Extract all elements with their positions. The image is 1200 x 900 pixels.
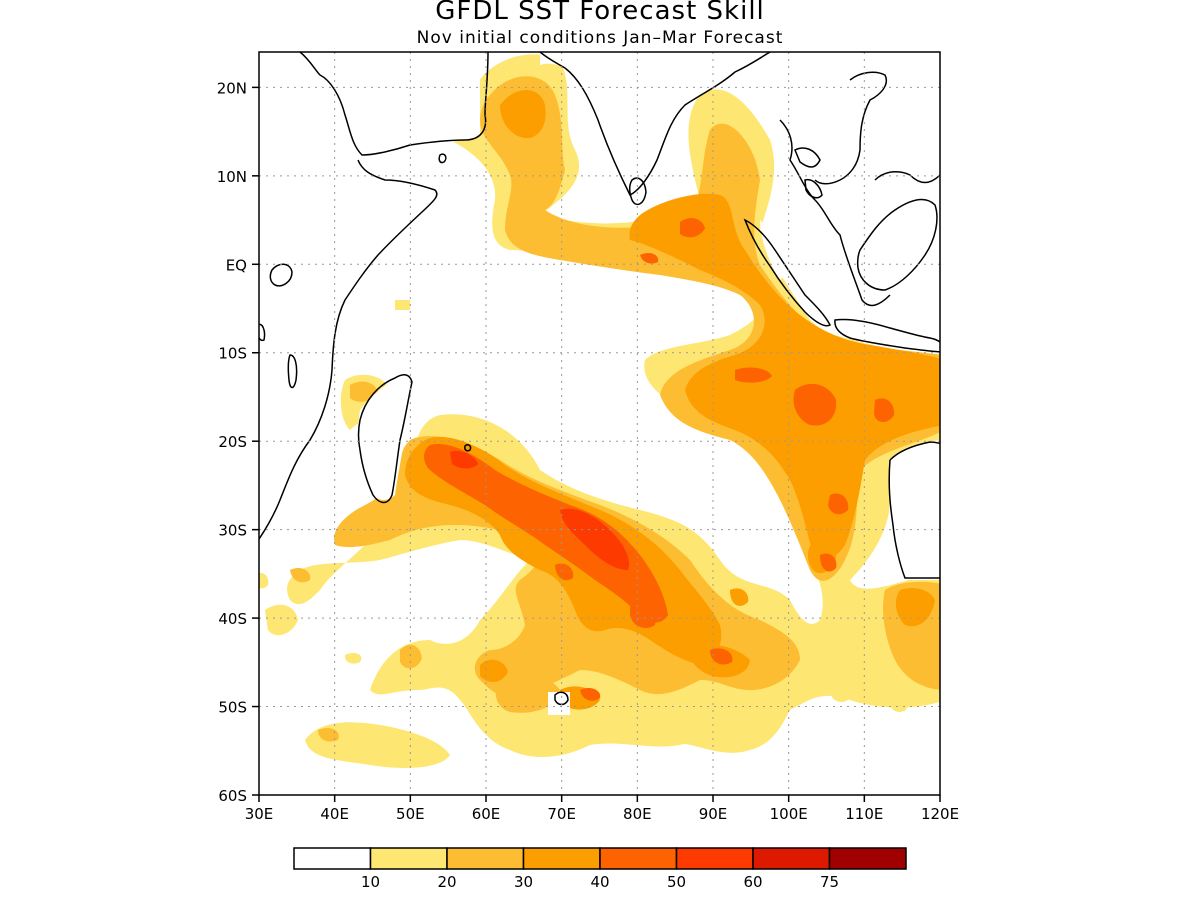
lat-tick-label: 60S [218,787,247,805]
lon-tick-label: 90E [699,805,728,823]
colorbar-swatch [675,847,754,870]
grid-lines [259,52,940,795]
axis-ticks [252,86,941,802]
coastlines [259,52,940,706]
lat-axis-labels: 20N 10N EQ 10S 20S 30S 40S 50S 60S [217,79,247,805]
map-subtitle: Nov initial conditions Jan–Mar Forecast [416,28,784,48]
colorbar-label: 60 [743,873,762,891]
colorbar-swatch [522,847,601,870]
skill-level-40 [424,218,895,701]
lat-tick-label: 50S [218,699,247,717]
lat-tick-label: 20N [217,79,247,97]
lon-tick-label: 120E [921,805,959,823]
skill-level-50 [450,450,630,570]
lon-tick-label: 50E [396,805,425,823]
colorbar-label: 40 [590,873,609,891]
lon-tick-label: 80E [623,805,652,823]
plot-frame [258,51,941,796]
lat-tick-label: 10N [217,168,247,186]
colorbar-label: 10 [361,873,380,891]
colorbar-swatch [828,847,907,870]
land-mask [259,52,940,715]
map-title: GFDL SST Forecast Skill [435,0,765,26]
lon-tick-label: 70E [547,805,576,823]
colorbar-swatch [599,847,678,870]
colorbar-swatch [752,847,831,870]
colorbar [293,847,907,870]
colorbar-labels: 10 20 30 40 50 60 75 [361,873,839,891]
colorbar-label: 75 [820,873,839,891]
lat-tick-label: 20S [218,433,247,451]
lon-tick-label: 40E [320,805,349,823]
lon-tick-label: 100E [770,805,808,823]
lon-tick-label: 30E [245,805,274,823]
lon-tick-label: 110E [845,805,883,823]
colorbar-swatch [369,847,448,870]
lat-tick-label: 10S [218,345,247,363]
lat-tick-label: EQ [226,256,247,274]
lon-tick-label: 60E [472,805,501,823]
colorbar-label: 50 [667,873,686,891]
colorbar-label: 20 [437,873,456,891]
lat-tick-label: 40S [218,610,247,628]
colorbar-swatch [446,847,525,870]
colorbar-swatch [293,847,372,870]
lat-tick-label: 30S [218,522,247,540]
skill-shading [259,54,940,768]
lon-axis-labels: 30E 40E 50E 60E 70E 80E 90E 100E 110E 120E [245,805,959,823]
colorbar-label: 30 [514,873,533,891]
